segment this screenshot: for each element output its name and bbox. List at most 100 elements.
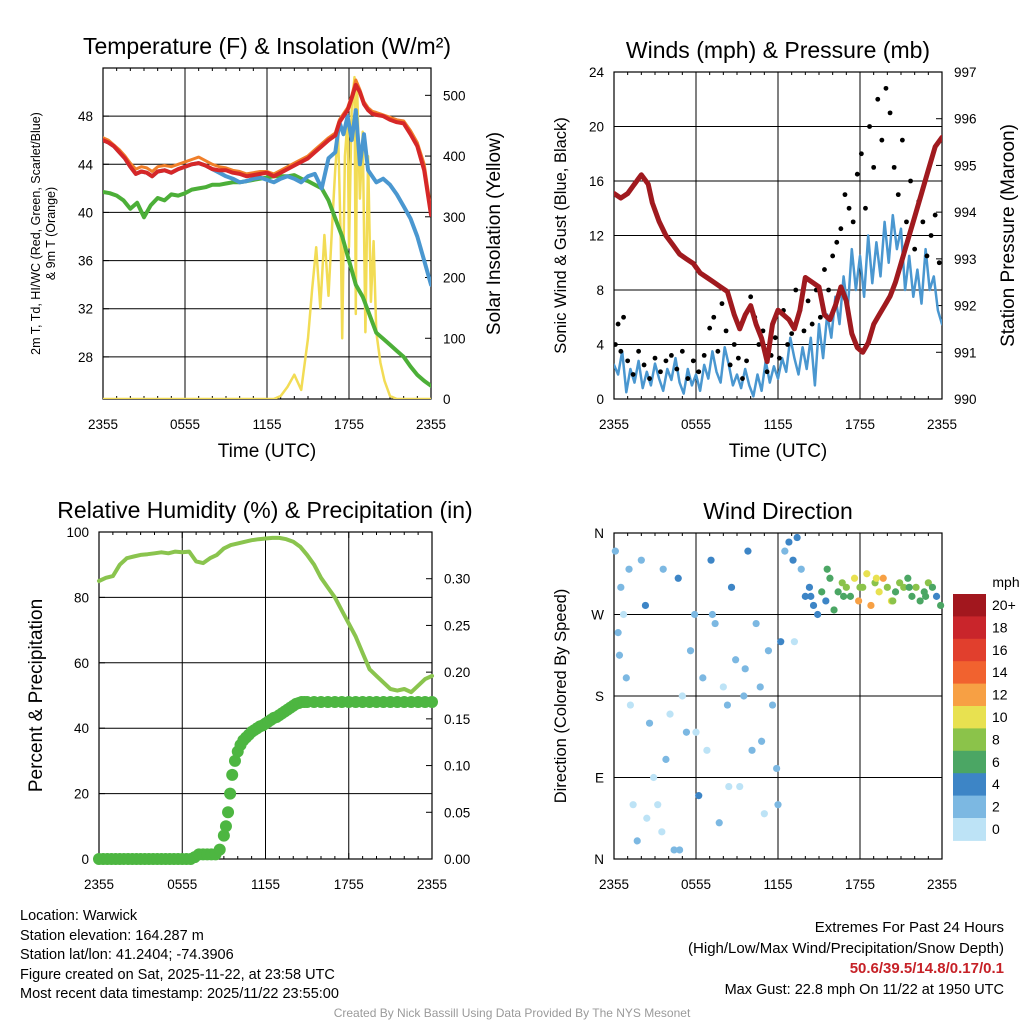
colorbar-label: 14 [992, 664, 1008, 680]
gust-point [723, 328, 729, 334]
max-gust-text: Max Gust: 22.8 mph On 11/22 at 1950 UTC [724, 981, 1004, 998]
gust-point [696, 369, 702, 375]
series-gust [614, 85, 942, 381]
direction-point [867, 601, 875, 610]
series-line-relative-humidity [97, 535, 434, 695]
gust-point [879, 137, 885, 143]
chart-title: Relative Humidity (%) & Precipitation (i… [57, 497, 472, 523]
x-tick-label: 0555 [681, 877, 711, 892]
direction-point [692, 728, 700, 736]
series-precipitation [93, 696, 438, 865]
y2-tick-label: 997 [954, 65, 977, 80]
humidity-precipitation-panel: 2355 0555 1155 1755 2355 0 20 40 60 80 100 0.00 0.05… [26, 497, 473, 892]
y-tick-label: 60 [74, 656, 89, 671]
gust-point [838, 226, 844, 232]
gust-point [793, 287, 799, 293]
gust-point [727, 362, 733, 368]
direction-point [614, 629, 622, 637]
direction-point [707, 556, 715, 564]
colorbar-title: mph [992, 574, 1019, 590]
x-tick-label: 0555 [167, 877, 197, 892]
colorbar-swatch [953, 706, 986, 729]
colorbar-swatch [953, 638, 986, 662]
precip-point [213, 843, 226, 856]
direction-point [629, 801, 637, 809]
x-tick-label: 1155 [763, 877, 792, 892]
x-axis-label: Time (UTC) [218, 441, 317, 462]
colorbar-label: 2 [992, 799, 1000, 815]
gust-point [615, 321, 621, 327]
direction-point [691, 610, 699, 619]
y2-tick-label: 200 [443, 271, 466, 286]
direction-point [643, 814, 651, 822]
y2-tick-label: 0.25 [444, 618, 470, 633]
colorbar-swatch [953, 728, 986, 752]
precip-point [222, 806, 235, 819]
direction-point [840, 592, 848, 600]
y2-tick-label: 0.05 [444, 805, 470, 820]
gust-point [658, 369, 663, 375]
gust-point [850, 219, 856, 225]
precip-point [224, 787, 237, 800]
direction-point [670, 846, 678, 854]
y2-tick-label: 0 [443, 392, 451, 407]
gust-point [711, 314, 717, 320]
gust-point [679, 348, 685, 354]
y2-tick-label: 990 [954, 392, 977, 407]
gust-point [669, 353, 674, 358]
y-axis-label: Percent & Precipitation [26, 599, 47, 792]
gust-point [822, 267, 827, 272]
direction-point [727, 583, 736, 591]
x-tick-label: 1155 [763, 417, 792, 432]
direction-point [674, 574, 682, 582]
direction-point [626, 701, 635, 709]
direction-point [748, 746, 756, 754]
direction-point [822, 597, 830, 605]
direction-point [823, 565, 831, 573]
gust-point [776, 355, 782, 361]
gust-point [789, 331, 795, 336]
gust-point [895, 192, 901, 198]
y-tick-label: 4 [596, 338, 604, 353]
y2-tick-label: 0.00 [444, 852, 470, 867]
y2-tick-label: 400 [443, 149, 466, 164]
y-axis-label-line1: 2m T, Td, HI/WC (Red, Green, Scarlet/Blu… [29, 112, 43, 355]
gust-point [830, 253, 836, 259]
credit-line: Created By Nick Bassill Using Data Provi… [333, 1006, 691, 1020]
direction-point [818, 588, 826, 596]
y-tick-label: 8 [596, 283, 604, 298]
direction-point [850, 574, 859, 582]
direction-point [723, 701, 732, 709]
series-line-td [103, 173, 431, 388]
direction-point [617, 583, 625, 591]
gust-point [764, 369, 770, 375]
direction-point [752, 619, 760, 628]
x-tick-label: 2355 [84, 877, 114, 892]
direction-points [611, 533, 945, 854]
plot-border [98, 531, 433, 860]
direction-point [863, 570, 871, 578]
direction-point [912, 583, 920, 591]
gust-point [625, 358, 631, 364]
direction-point [678, 692, 686, 700]
x-tick-label: 2355 [927, 877, 957, 892]
direction-point [708, 610, 717, 619]
gust-point [867, 124, 872, 129]
y-axis-label: Direction (Colored By Speed) [552, 589, 570, 804]
speed-colorbar: mph 20+ 18 16 14 12 10 8 6 4 2 0 [953, 574, 1020, 841]
direction-point [725, 782, 733, 791]
direction-point [744, 547, 752, 555]
direction-point [928, 583, 937, 591]
y-tick-label: 44 [78, 157, 94, 172]
direction-point [785, 538, 793, 546]
station-latlon: Station lat/lon: 41.2404; -74.3906 [20, 947, 234, 963]
x-axis-label: Time (UTC) [729, 441, 828, 462]
series-line-sonic-wind [614, 213, 942, 398]
colorbar-label: 8 [992, 731, 1000, 747]
x-tick-label: 1755 [845, 877, 875, 892]
y-tick-label: 16 [589, 174, 604, 189]
colorbar-label: 16 [992, 642, 1008, 658]
gust-point [715, 348, 721, 354]
direction-point [801, 592, 809, 600]
series-line-2m-t [103, 82, 431, 217]
